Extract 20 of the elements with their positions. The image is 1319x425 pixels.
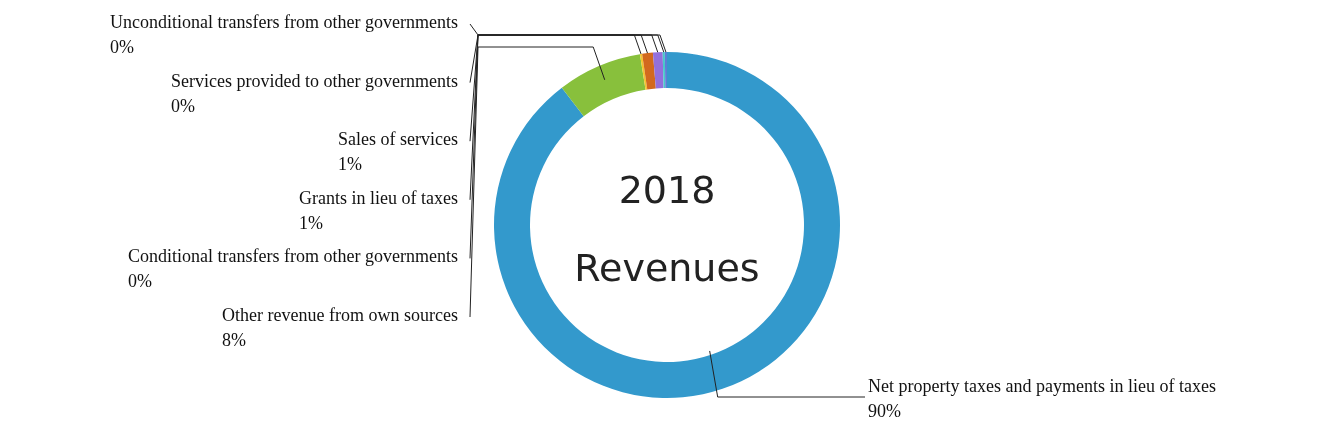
slice-label: Conditional transfers from other governments: [128, 245, 458, 269]
donut-slice: [494, 52, 840, 398]
data-label: 90%: [868, 400, 902, 423]
donut-slice: [639, 53, 648, 90]
text: 2018 Revenues: [574, 168, 760, 290]
data-label: 0%: [171, 94, 197, 118]
slice-label: Net property taxes and payments in lieu of taxes: [868, 375, 1216, 398]
slice-label: Sales of services: [338, 128, 458, 152]
donut-slice: [652, 52, 664, 89]
data-label: 1%: [338, 153, 364, 177]
donut-slice: [642, 52, 656, 90]
data-label: 1%: [299, 211, 325, 235]
donut-slice: [561, 54, 646, 117]
slice-label: Services provided to other governments: [171, 69, 458, 93]
data-label: 0%: [128, 270, 154, 294]
data-label: 0%: [110, 36, 136, 59]
data-label: 8%: [222, 329, 248, 352]
slice-label: Other revenue from own sources: [222, 304, 458, 327]
slice-label: Grants in lieu of taxes: [299, 186, 458, 210]
slice-label: Unconditional transfers from other governments: [110, 11, 458, 34]
